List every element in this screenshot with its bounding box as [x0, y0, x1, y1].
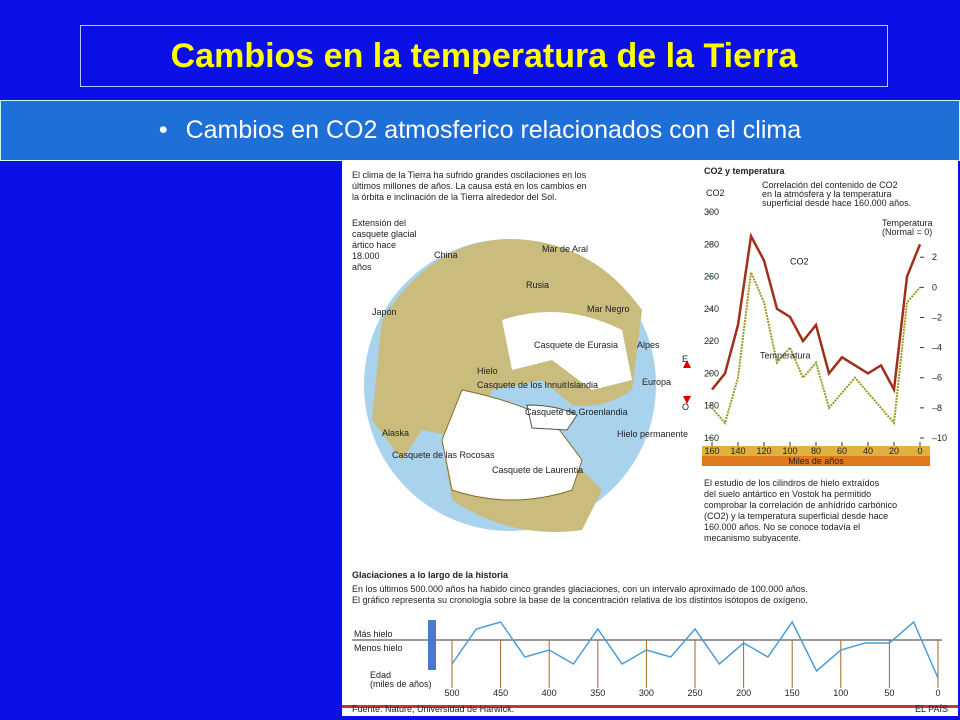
text-line: casquete glacial	[352, 229, 417, 239]
bullet: • Cambios en CO2 atmosferico relacionados…	[0, 100, 960, 161]
x-tick-label: 50	[884, 688, 894, 698]
x-tick-label: 100	[782, 446, 797, 456]
x-tick-label: 150	[785, 688, 800, 698]
text-line: la órbita e inclinación de la Tierra alr…	[352, 192, 557, 202]
map-land	[372, 239, 642, 460]
x-tick-label: 250	[687, 688, 702, 698]
series-label: Temperatura	[760, 351, 811, 361]
text-line: 160.000 años. No se conoce todavía el	[704, 522, 860, 532]
series-label: CO2	[790, 256, 809, 266]
arrow-down	[683, 396, 691, 404]
map-label: O	[682, 402, 689, 412]
text-line: El clima de la Tierra ha sufrido grandes…	[352, 170, 587, 180]
label-less: Menos hielo	[354, 643, 403, 653]
x-tick-label: 120	[756, 446, 771, 456]
text-line: años	[352, 262, 372, 272]
y2-tick-label: 2	[932, 252, 937, 262]
text-line: El estudio de los cilindros de hielo ext…	[704, 478, 880, 488]
y2-tick-label: –8	[932, 403, 942, 413]
map-label: Casquete de los Innuit	[477, 380, 567, 390]
text-line: Extensión del	[352, 218, 406, 228]
x-tick-label: 100	[833, 688, 848, 698]
credit: EL PAÍS	[915, 704, 948, 714]
x-tick-label: 80	[811, 446, 821, 456]
map-label: China	[434, 250, 458, 260]
x-axis-label: Miles de años	[788, 456, 844, 466]
map-label: Rusia	[526, 280, 549, 290]
map-label: Casquete de las Rocosas	[392, 450, 495, 460]
map-label: Alpes	[637, 340, 660, 350]
x-axis-band	[702, 456, 930, 466]
map-label: Casquete de Laurentia	[492, 465, 583, 475]
x-tick-label: 400	[542, 688, 557, 698]
x-tick-label: 160	[704, 446, 719, 456]
map-label: Europa	[642, 377, 671, 387]
bullet-text: Cambios en CO2 atmosferico relacionados …	[185, 116, 802, 144]
map-label: Mar Negro	[587, 304, 630, 314]
y2-tick-label: –2	[932, 312, 942, 322]
arrow-shaft	[428, 620, 436, 670]
text-line: del suelo antártico en Vostok ha permiti…	[704, 489, 871, 499]
map-label: Hielo permanente	[617, 429, 688, 439]
x-tick-label: 500	[444, 688, 459, 698]
ice-eurasia	[502, 312, 632, 390]
y2-tick-label: –4	[932, 343, 942, 353]
text-line: En los últimos 500.000 años ha habido ci…	[352, 584, 808, 594]
text-line: superficial desde hace 160.000 años.	[762, 198, 911, 208]
y2-tick-label: –10	[932, 433, 947, 443]
series-line	[711, 268, 921, 426]
x-tick-label: 40	[863, 446, 873, 456]
text-line: 18.000	[352, 251, 380, 261]
text-line: Temperatura	[882, 218, 933, 228]
ice-greenland	[526, 404, 578, 431]
map-label: Alaska	[382, 428, 409, 438]
slide-title: Cambios en la temperatura de la Tierra	[80, 25, 888, 87]
x-tick-label: 350	[590, 688, 605, 698]
x-tick-label: 60	[837, 446, 847, 456]
text-line: (CO2) y la temperatura superficial desde…	[704, 511, 888, 521]
co2-heading: CO2 y temperatura	[704, 166, 786, 176]
glac-heading: Glaciaciones a lo largo de la historia	[352, 570, 509, 580]
x-axis-band	[702, 446, 930, 456]
text-line: en la atmósfera y la temperatura	[762, 189, 892, 199]
text-line: Edad	[370, 670, 391, 680]
map-label: Mar de Aral	[542, 244, 588, 254]
map-label: Japón	[372, 307, 397, 317]
x-tick-label: 20	[889, 446, 899, 456]
text-line: mecanismo subyacente.	[704, 533, 801, 543]
y2-tick-label: –6	[932, 373, 942, 383]
ice-laurentia	[441, 389, 583, 501]
x-tick-label: 0	[935, 688, 940, 698]
x-tick-label: 200	[736, 688, 751, 698]
bullet-dot: •	[158, 116, 168, 144]
label-more: Más hielo	[354, 629, 393, 639]
text-line: (Normal = 0)	[882, 227, 932, 237]
source: Fuente: Nature, Universidad de Harwick.	[352, 704, 514, 714]
y-axis-label: CO2	[706, 188, 725, 198]
map-label: Islandia	[567, 380, 598, 390]
text-line: últimos millones de años. La causa está …	[352, 181, 587, 191]
y2-tick-label: 0	[932, 282, 937, 292]
text-line: comprobar la correlación de anhídrido ca…	[704, 500, 897, 510]
series-line	[711, 232, 922, 394]
map-label: E	[682, 354, 688, 364]
x-tick-label: 450	[493, 688, 508, 698]
text-line: ártico hace	[352, 240, 396, 250]
text-line: El gráfico representa su cronología sobr…	[352, 595, 808, 605]
text-line: (miles de años)	[370, 679, 432, 689]
x-tick-label: 300	[639, 688, 654, 698]
footer-rule	[342, 705, 958, 708]
infographic: El clima de la Tierra ha sufrido grandes…	[342, 160, 958, 716]
x-tick-label: 0	[917, 446, 922, 456]
map-label: Hielo	[477, 366, 498, 376]
map-label: Casquete de Eurasia	[534, 340, 618, 350]
map-label: Casquete de Groenlandia	[525, 407, 628, 417]
x-tick-label: 140	[730, 446, 745, 456]
ice-curve	[451, 620, 939, 679]
arrow-up	[683, 360, 691, 368]
text-line: Correlación del contenido de CO2	[762, 180, 898, 190]
